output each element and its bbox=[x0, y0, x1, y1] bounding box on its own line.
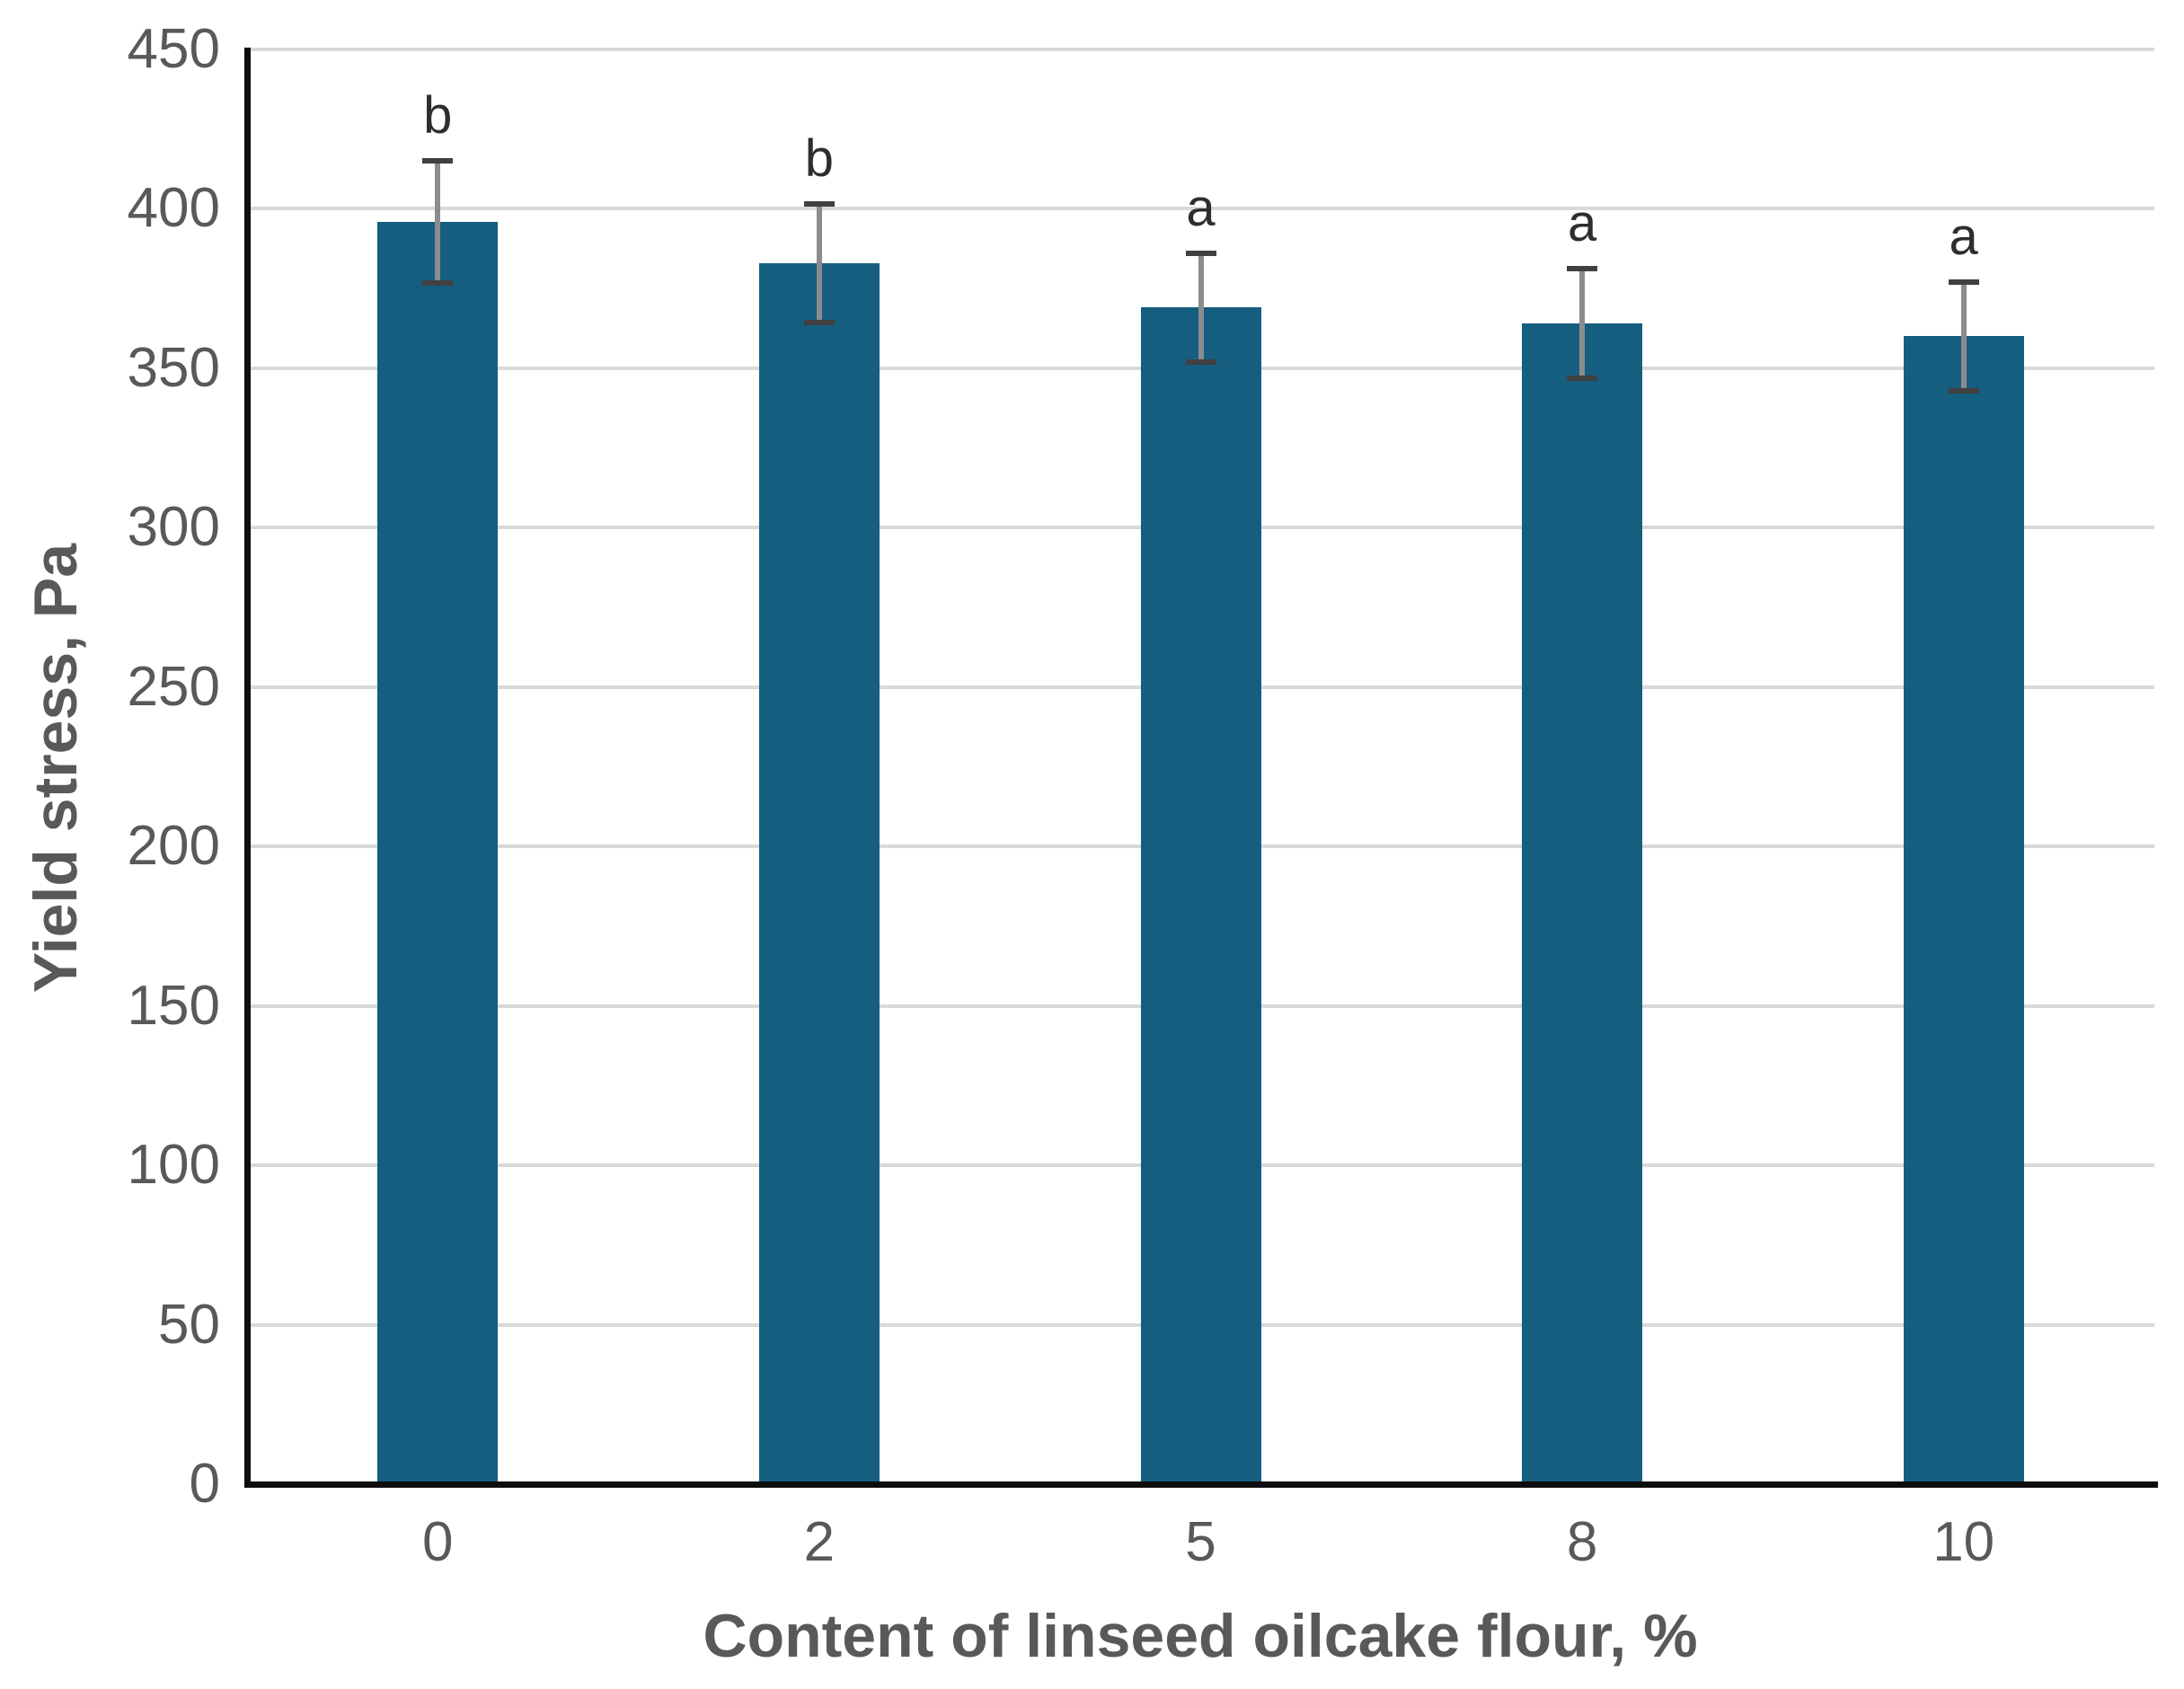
y-axis-line bbox=[244, 48, 251, 1487]
x-tick-label-8: 8 bbox=[1566, 1511, 1598, 1573]
x-tick-label-0: 0 bbox=[422, 1511, 454, 1573]
y-tick-label-50: 50 bbox=[158, 1293, 220, 1356]
bar-8 bbox=[1522, 323, 1643, 1484]
significance-letter-5: a bbox=[1186, 178, 1216, 237]
x-axis-line bbox=[244, 1481, 2158, 1488]
x-axis-title: Content of linseed oilcake flour, % bbox=[703, 1602, 1698, 1670]
error-bar-cap-top bbox=[803, 200, 835, 207]
error-bar-cap-bottom bbox=[803, 319, 835, 325]
error-bar-5 bbox=[1185, 250, 1216, 366]
y-tick-label-0: 0 bbox=[189, 1453, 220, 1515]
y-tick-label-200: 200 bbox=[127, 815, 220, 878]
error-bar-10 bbox=[1948, 279, 1979, 394]
error-bar-cap-bottom bbox=[1567, 376, 1598, 382]
error-bar-line bbox=[1960, 279, 1967, 394]
error-bar-8 bbox=[1567, 266, 1598, 382]
y-tick-label-300: 300 bbox=[127, 496, 220, 559]
gridline-y-400 bbox=[247, 207, 2154, 211]
y-tick-label-400: 400 bbox=[127, 177, 220, 240]
error-bar-cap-top bbox=[1185, 250, 1216, 256]
significance-letter-8: a bbox=[1567, 194, 1597, 253]
error-bar-0 bbox=[422, 157, 454, 286]
y-tick-label-350: 350 bbox=[127, 336, 220, 399]
x-tick-label-10: 10 bbox=[1932, 1511, 1995, 1573]
error-bar-cap-bottom bbox=[422, 279, 454, 286]
significance-letter-2: b bbox=[804, 128, 835, 188]
gridline-y-450 bbox=[247, 48, 2154, 51]
bar-2 bbox=[758, 262, 880, 1484]
error-bar-cap-top bbox=[422, 157, 454, 164]
bar-0 bbox=[377, 221, 499, 1484]
error-bar-cap-top bbox=[1948, 279, 1979, 285]
y-tick-label-450: 450 bbox=[127, 18, 220, 80]
error-bar-cap-bottom bbox=[1185, 359, 1216, 366]
error-bar-line bbox=[435, 157, 441, 286]
error-bar-line bbox=[1579, 266, 1586, 382]
error-bar-cap-top bbox=[1567, 266, 1598, 272]
y-tick-label-150: 150 bbox=[127, 974, 220, 1037]
y-tick-label-100: 100 bbox=[127, 1134, 220, 1197]
bar-5 bbox=[1140, 307, 1261, 1484]
error-bar-line bbox=[816, 200, 822, 325]
y-axis-title: Yield stress, Pa bbox=[22, 543, 90, 994]
plot-area: b b a a a bbox=[247, 48, 2154, 1484]
x-tick-label-5: 5 bbox=[1185, 1511, 1216, 1573]
significance-letter-10: a bbox=[1949, 207, 1978, 266]
error-bar-2 bbox=[803, 200, 835, 325]
y-tick-label-250: 250 bbox=[127, 655, 220, 718]
x-tick-label-2: 2 bbox=[803, 1511, 836, 1573]
significance-letter-0: b bbox=[423, 85, 453, 145]
error-bar-line bbox=[1198, 250, 1204, 366]
bar-10 bbox=[1903, 336, 2024, 1484]
error-bar-cap-bottom bbox=[1948, 388, 1979, 394]
